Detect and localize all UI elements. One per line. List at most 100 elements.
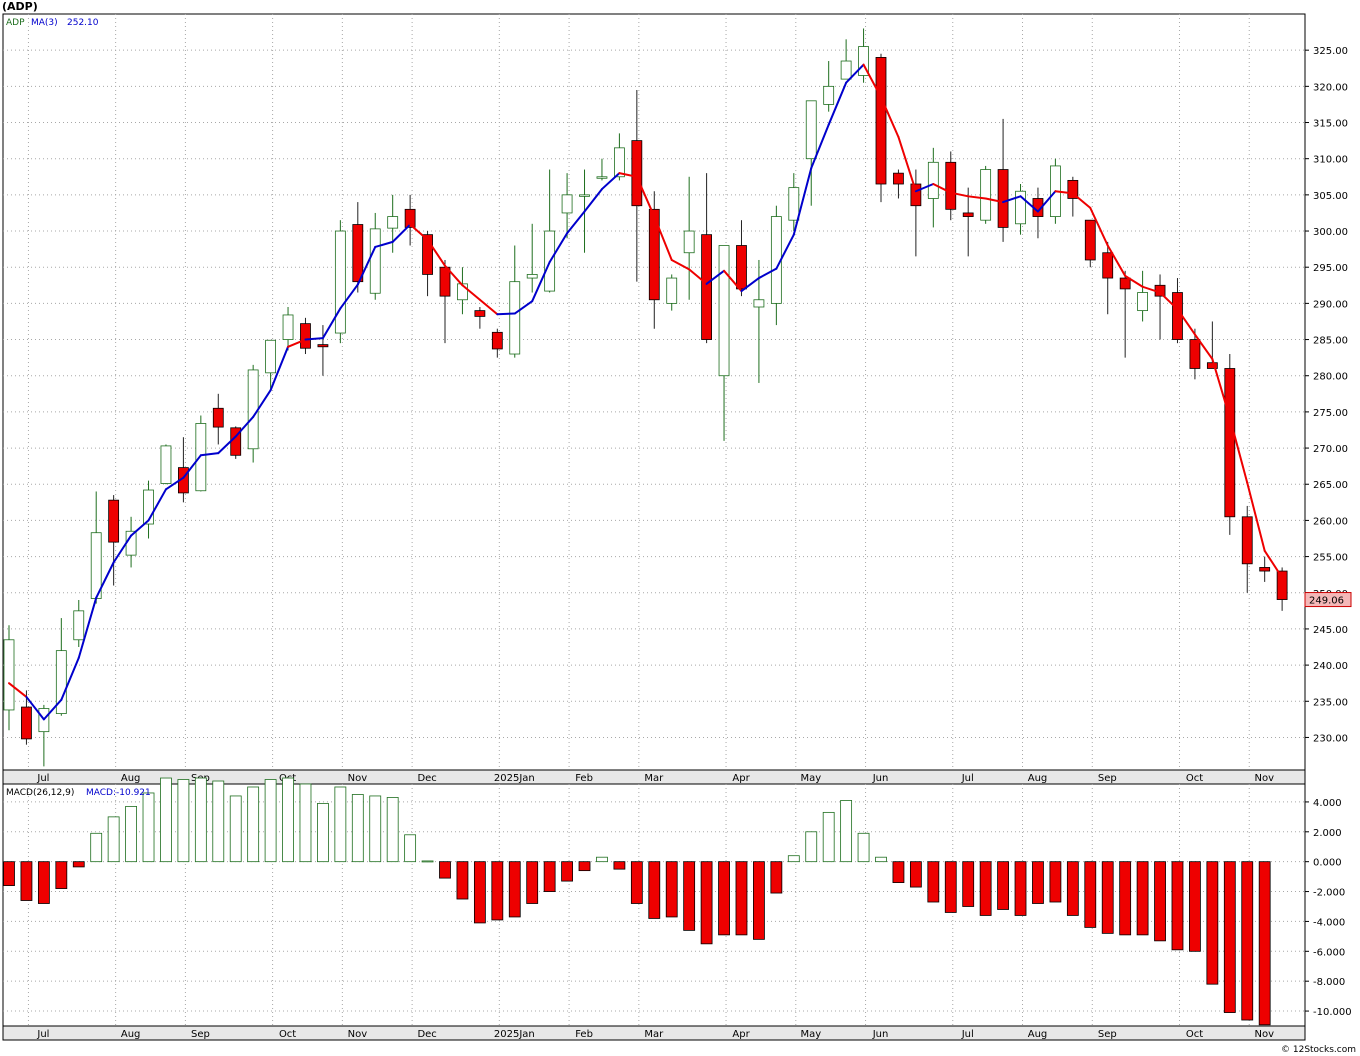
- macd-bar-positive: [351, 794, 364, 863]
- candle-down: [474, 310, 486, 317]
- candle-up: [160, 445, 172, 484]
- macd-bar-negative: [439, 861, 451, 879]
- ma3-segment: [845, 63, 865, 84]
- ma3-segment: [1071, 192, 1092, 209]
- macd-month-label: Feb: [575, 1029, 593, 1040]
- macd-label: MACD(26,12,9): [6, 788, 74, 798]
- candle-up: [73, 610, 85, 641]
- ma3-segment: [1263, 549, 1284, 579]
- ma3-segment: [374, 240, 394, 248]
- candle-down: [1241, 516, 1253, 565]
- macd-bar-negative: [543, 861, 556, 892]
- macd-bar-positive: [369, 795, 382, 863]
- ma3-segment: [949, 191, 970, 198]
- price-month-label: Jun: [872, 773, 889, 784]
- macd-x-axis: Jul Aug Sep Oct Nov Dec 2025Jan Feb Mar Apr May Jun…: [36, 1029, 1274, 1040]
- macd-bar-negative: [700, 861, 713, 945]
- copyright: © 12Stocks.com: [1281, 1045, 1356, 1055]
- candle-down: [491, 331, 503, 350]
- macd-month-label: Oct: [279, 1029, 296, 1040]
- ma3-segment: [339, 283, 359, 310]
- ma3-segment: [1246, 481, 1266, 552]
- macd-bar-negative: [613, 861, 626, 870]
- price-y-tick-label: 230.00: [1313, 733, 1348, 744]
- macd-bar-positive: [787, 855, 800, 863]
- ma3-segment: [548, 232, 569, 264]
- ma3-segment: [1141, 285, 1162, 294]
- ma3-segment: [1176, 308, 1196, 336]
- price-y-tick-label: 265.00: [1313, 480, 1348, 491]
- candle-up: [369, 228, 381, 294]
- price-month-label: Jul: [36, 773, 49, 784]
- ma3-segment: [147, 488, 167, 522]
- ma3-segment: [269, 345, 290, 392]
- macd-bar-negative: [927, 861, 940, 903]
- ma3-segment: [426, 238, 446, 267]
- macd-bar-negative: [1171, 861, 1184, 951]
- macd-bar-positive: [421, 860, 434, 863]
- price-month-label: May: [800, 773, 821, 784]
- price-y-tick-label: 290.00: [1313, 299, 1348, 310]
- ma3-segment: [164, 476, 185, 491]
- candle-up: [927, 161, 939, 199]
- macd-bar-negative: [665, 861, 678, 918]
- macd-month-label: Sep: [191, 1029, 210, 1040]
- legend-ma-label: MA(3): [31, 18, 58, 28]
- ma3-segment: [1054, 190, 1074, 195]
- macd-value-label: MACD:-10.921: [86, 788, 151, 798]
- macd-bar-positive: [90, 832, 103, 863]
- ma3-segment: [409, 223, 429, 241]
- macd-bar-negative: [892, 861, 905, 883]
- ma3-segment: [304, 337, 324, 341]
- price-y-tick-label: 295.00: [1313, 263, 1348, 274]
- candle-up: [247, 369, 259, 450]
- candle-up: [1015, 190, 1026, 225]
- macd-bar-negative: [20, 861, 33, 901]
- macd-bar-negative: [578, 861, 591, 872]
- candle-down: [21, 706, 32, 740]
- candle-up: [788, 187, 800, 221]
- last-price-tag: [1304, 592, 1352, 608]
- macd-bar-negative: [997, 861, 1009, 910]
- macd-bars: [3, 777, 1271, 1026]
- macd-bar-positive: [212, 780, 225, 863]
- macd-bar-negative: [1049, 861, 1062, 903]
- ma3-segment: [880, 96, 900, 138]
- candle-down: [404, 208, 416, 228]
- ma3-segment: [1036, 190, 1057, 213]
- price-candles: [3, 28, 1288, 767]
- macd-month-label: Jun: [872, 1029, 889, 1040]
- macd-month-label: May: [800, 1029, 821, 1040]
- ma3-segment: [635, 175, 656, 218]
- candle-up: [980, 169, 992, 221]
- price-month-label: Dec: [417, 773, 436, 784]
- ma3-segment: [723, 269, 743, 293]
- price-month-label: Aug: [1028, 773, 1048, 784]
- macd-bar-negative: [683, 861, 696, 931]
- macd-bar-negative: [3, 861, 15, 886]
- ma3-segment: [670, 258, 691, 271]
- candle-down: [1189, 339, 1201, 369]
- ma3-segment: [287, 338, 307, 348]
- macd-bar-negative: [909, 861, 922, 888]
- macd-bar-negative: [561, 861, 573, 882]
- ma3-segment: [1106, 244, 1127, 277]
- macd-bar-positive: [596, 856, 608, 863]
- ma3-segment: [444, 264, 464, 287]
- macd-bar-positive: [875, 856, 887, 863]
- candle-up: [195, 423, 207, 492]
- legend-ma-value: 252.10: [67, 18, 99, 28]
- macd-bar-positive: [334, 786, 347, 863]
- candle-down: [1276, 570, 1288, 600]
- macd-bar-positive: [125, 806, 137, 863]
- candle-up: [840, 60, 852, 80]
- ma3-segment: [1159, 291, 1179, 311]
- ma3-segment: [95, 561, 115, 599]
- macd-y-tick-label: 2.000: [1313, 828, 1342, 839]
- ma3-segment: [321, 307, 342, 340]
- candle-down: [1224, 368, 1236, 518]
- ticker-label: (ADP): [2, 0, 38, 13]
- ma3-segment: [757, 267, 778, 280]
- ma3-segment: [827, 81, 848, 126]
- macd-bar-positive: [229, 795, 242, 863]
